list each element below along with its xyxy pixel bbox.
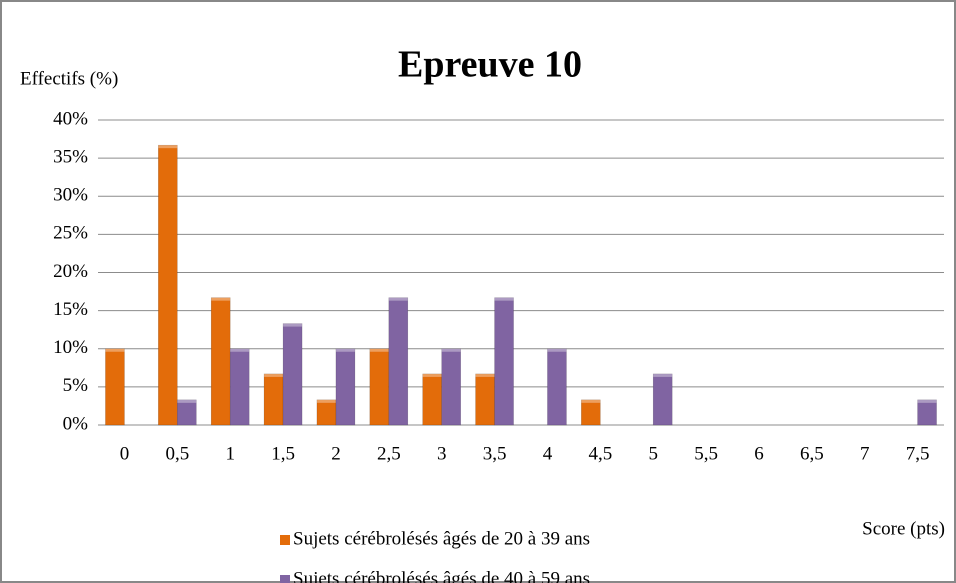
x-axis-label: Score (pts) (862, 518, 945, 539)
y-tick-label: 20% (53, 261, 88, 282)
bar (369, 348, 390, 426)
bar (263, 373, 284, 426)
x-tick-label: 3,5 (483, 443, 507, 464)
bar (210, 297, 231, 426)
x-tick-label: 5,5 (694, 443, 718, 464)
bar (917, 399, 937, 426)
x-tick-label: 2,5 (377, 443, 401, 464)
x-tick-label: 7 (860, 443, 870, 464)
x-tick-label: 1,5 (271, 443, 295, 464)
y-axis-label: Effectifs (%) (20, 68, 118, 89)
x-tick-label: 1 (225, 443, 235, 464)
x-tick-label: 4 (543, 443, 553, 464)
legend-label: Sujets cérébrolésés âgés de 20 à 39 ans (293, 528, 590, 549)
x-tick-label: 6,5 (800, 443, 824, 464)
bar (652, 373, 673, 426)
legend-swatch (280, 575, 290, 583)
x-tick-label: 2 (331, 443, 341, 464)
y-tick-label: 10% (53, 337, 88, 358)
bar (581, 399, 601, 426)
y-tick-label: 25% (53, 223, 88, 244)
y-tick-label: 35% (53, 146, 88, 167)
y-tick-label: 40% (53, 108, 88, 129)
bar (547, 348, 567, 426)
bar (335, 348, 356, 426)
y-tick-label: 5% (63, 375, 89, 396)
y-tick-label: 0% (63, 413, 89, 434)
bar (422, 373, 442, 426)
y-tick-label: 15% (53, 299, 88, 320)
x-tick-label: 4,5 (588, 443, 612, 464)
bar (475, 373, 495, 426)
bar (229, 348, 250, 426)
bar (494, 297, 514, 426)
bar (177, 399, 197, 426)
bar (105, 348, 125, 426)
bar (441, 348, 461, 426)
bar (158, 144, 178, 426)
legend-swatch (280, 535, 290, 545)
y-tick-label: 30% (53, 185, 88, 206)
x-tick-label: 5 (648, 443, 658, 464)
legend-label: Sujets cérébrolésés âgés de 40 à 59 ans (293, 568, 590, 583)
x-tick-label: 0,5 (165, 443, 189, 464)
x-tick-label: 7,5 (906, 443, 930, 464)
bar (388, 297, 409, 426)
bar (316, 399, 337, 426)
x-tick-label: 3 (437, 443, 447, 464)
x-tick-label: 0 (120, 443, 130, 464)
bar (282, 323, 303, 426)
chart-title: Epreuve 10 (398, 44, 582, 86)
x-tick-label: 6 (754, 443, 764, 464)
